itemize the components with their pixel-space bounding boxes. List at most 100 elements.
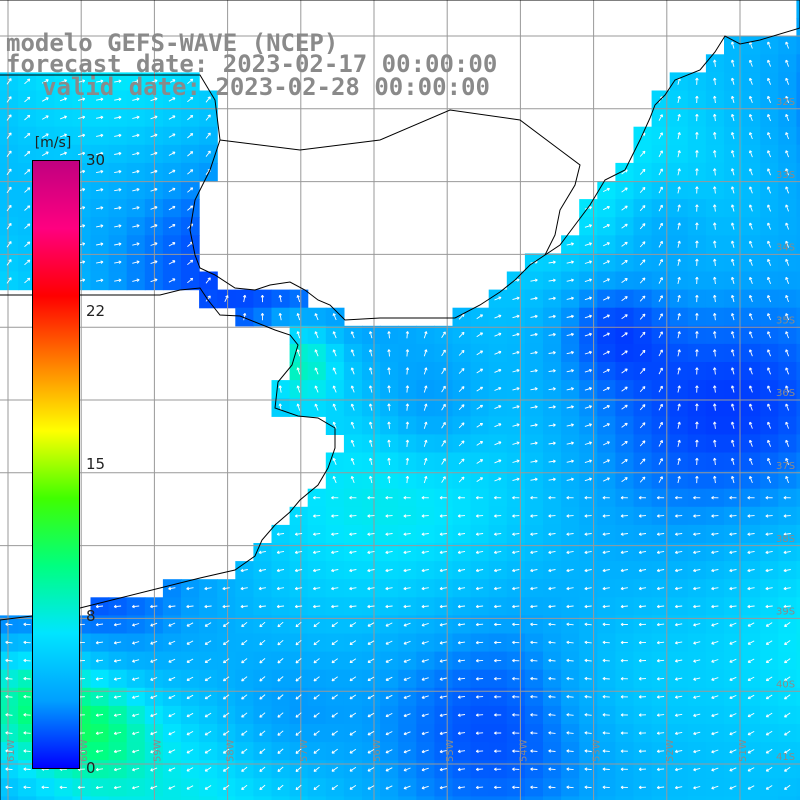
wind-arrow: [132, 169, 140, 174]
lon-tick-label: 55W: [445, 739, 456, 762]
wind-cell: [778, 796, 797, 800]
wind-arrow: [677, 186, 681, 194]
wind-cell: [796, 651, 800, 671]
wind-cell: [796, 452, 800, 472]
wind-arrow: [695, 150, 699, 158]
wind-arrow: [677, 113, 681, 122]
wind-cell: [796, 54, 800, 73]
wind-arrow: [205, 132, 211, 139]
wind-arrow: [132, 224, 140, 228]
lat-tick-label: 39S: [776, 607, 795, 618]
wind-cell: [235, 796, 254, 800]
wind-arrow: [621, 187, 628, 193]
wind-arrow: [24, 187, 31, 193]
wind-arrow: [168, 79, 176, 84]
colorbar-label-8: 8: [86, 607, 96, 625]
wind-cell: [687, 796, 707, 800]
wind-arrow: [168, 115, 176, 120]
wind-arrow: [6, 186, 12, 194]
wind-arrow: [24, 114, 31, 121]
wind-cell: [343, 796, 363, 800]
wind-arrow: [730, 59, 735, 67]
lon-tick-label: 57W: [299, 739, 310, 762]
wind-arrow: [114, 188, 122, 192]
wind-arrow: [150, 133, 158, 138]
wind-cell: [651, 796, 671, 800]
wind-arrow: [695, 95, 699, 104]
wind-arrow: [639, 186, 646, 193]
wind-cell: [796, 343, 800, 363]
wind-arrow: [150, 151, 158, 156]
wind-cell: [796, 36, 800, 55]
wind-arrow: [748, 132, 753, 140]
wind-arrow: [59, 79, 67, 84]
wind-cell: [253, 796, 273, 800]
wind-cell: [434, 796, 454, 800]
wind-arrow: [730, 95, 735, 104]
wind-arrow: [150, 97, 158, 102]
wind-arrow: [748, 168, 753, 176]
lat-tick-label: 33S: [776, 170, 795, 181]
wind-arrow: [24, 78, 31, 85]
wind-arrow: [748, 186, 753, 194]
wind-arrow: [767, 186, 772, 194]
wind-arrow: [96, 79, 104, 83]
wind-arrow: [712, 77, 717, 85]
wind-arrow: [712, 168, 717, 176]
wind-cell: [760, 796, 779, 800]
wind-cell: [796, 506, 800, 526]
wind-cell: [199, 796, 218, 800]
wind-cell: [561, 796, 580, 800]
lat-tick-label: 35S: [776, 315, 795, 326]
wind-arrow: [132, 187, 140, 192]
lat-tick-label: 36S: [776, 388, 795, 399]
wind-arrow: [695, 186, 699, 194]
wind-cell: [796, 597, 800, 616]
wind-arrow: [785, 77, 790, 85]
wind-arrow: [96, 133, 104, 138]
wind-arrow: [150, 187, 158, 192]
wind-cell: [796, 615, 800, 635]
wind-arrow: [712, 113, 717, 122]
lon-tick-label: 56W: [372, 739, 383, 762]
wind-arrow: [114, 79, 122, 83]
colorbar-label-0: 0: [86, 759, 96, 777]
wind-arrow: [24, 96, 31, 103]
wind-arrow: [712, 132, 717, 140]
wind-cell: [796, 687, 800, 707]
wind-cell: [506, 796, 526, 800]
wind-arrow: [695, 168, 699, 176]
wind-arrow: [114, 133, 122, 138]
wind-arrow: [730, 186, 735, 194]
wind-cell: [796, 181, 800, 200]
wind-arrow: [6, 204, 12, 212]
wind-cell: [126, 796, 146, 800]
wind-cell: [796, 543, 800, 562]
wind-arrow: [767, 114, 772, 122]
wind-arrow: [24, 169, 31, 175]
wind-arrow: [168, 97, 176, 102]
wind-cell: [796, 271, 800, 291]
wind-cell: [742, 796, 761, 800]
wind-cell: [796, 633, 800, 653]
wind-arrow: [96, 224, 104, 228]
wind-cell: [90, 796, 110, 800]
wind-arrow: [785, 168, 790, 176]
wind-arrow: [767, 41, 772, 49]
wind-cell: [796, 760, 800, 779]
wind-cell: [796, 199, 800, 218]
lon-tick-label: 52W: [665, 739, 676, 762]
wind-arrow: [150, 115, 158, 120]
wind-arrow: [187, 205, 194, 211]
wind-arrow: [132, 151, 140, 156]
wind-arrow: [24, 151, 31, 157]
lat-tick-label: 32S: [776, 97, 795, 108]
wind-arrow: [114, 206, 122, 210]
wind-arrow: [59, 151, 67, 156]
wind-arrow: [41, 115, 49, 120]
wind-arrow: [114, 151, 122, 156]
wind-cell: [669, 796, 689, 800]
wind-cell: [796, 579, 800, 598]
wind-arrow: [712, 59, 717, 67]
